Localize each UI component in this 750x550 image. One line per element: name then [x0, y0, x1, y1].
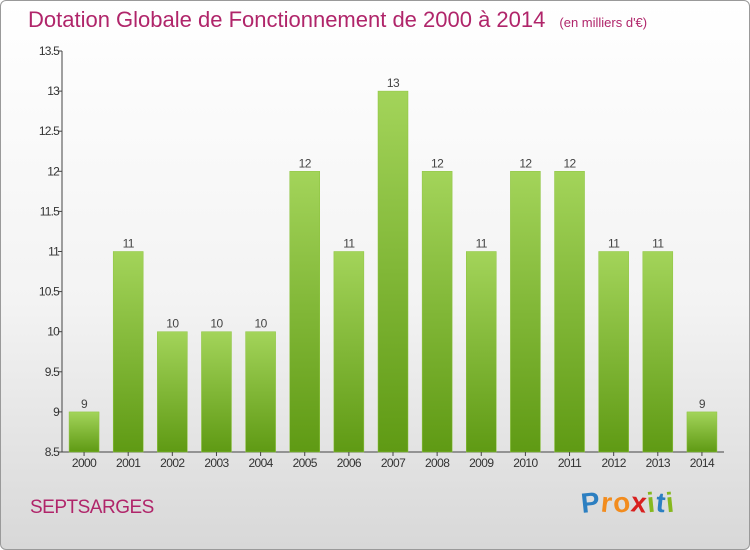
title-text: Dotation Globale de Fonctionnement de 20… [28, 7, 546, 32]
x-tick-label-2014: 2014 [690, 456, 715, 470]
data-label-2013: 11 [652, 237, 664, 251]
bar-2001 [112, 251, 144, 453]
y-tick-label: 9.5 [45, 365, 60, 379]
data-label-2008: 12 [431, 156, 444, 170]
bar-2000 [68, 411, 100, 453]
data-label-2006: 11 [343, 237, 355, 251]
x-tick-label-2011: 2011 [558, 456, 582, 470]
x-tick-label-2001: 2001 [116, 456, 141, 470]
x-tick-label-2004: 2004 [248, 456, 273, 470]
y-tick-label: 10.5 [39, 285, 60, 299]
proxiti-logo: Proxiti [579, 486, 677, 519]
chart-subtitle: (en milliers d'€) [559, 15, 648, 30]
x-tick-label-2005: 2005 [293, 456, 318, 470]
bar-2010 [510, 171, 541, 453]
data-label-2009: 11 [476, 237, 488, 251]
x-tick-label-2010: 2010 [513, 456, 538, 470]
x-tick-label-2008: 2008 [425, 456, 450, 470]
data-label-2010: 12 [519, 156, 532, 170]
y-tick-label: 11.5 [40, 204, 60, 218]
bar-2007 [377, 90, 409, 453]
x-tick-label-2000: 2000 [72, 456, 97, 470]
y-tick-label: 9 [53, 405, 60, 419]
logo-letter: i [664, 486, 677, 519]
commune-name: SEPTSARGES [30, 497, 154, 518]
data-label-2011: 12 [563, 156, 576, 170]
data-label-2004: 10 [255, 317, 268, 331]
data-label-2002: 10 [166, 317, 179, 331]
x-tick-label-2007: 2007 [381, 456, 406, 470]
bar-2008 [421, 171, 453, 453]
bar-2013 [642, 251, 674, 453]
bar-2004 [245, 331, 276, 453]
y-tick-label: 13 [47, 84, 60, 98]
bar-2005 [289, 171, 320, 453]
data-label-2000: 9 [81, 397, 88, 411]
x-tick-label-2013: 2013 [646, 456, 671, 470]
x-tick-label-2012: 2012 [602, 456, 627, 470]
y-tick-label: 12 [47, 164, 60, 178]
y-tick-label: 12.5 [39, 124, 60, 138]
data-label-2001: 11 [123, 237, 135, 251]
x-tick-label-2003: 2003 [204, 456, 229, 470]
x-tick-label-2002: 2002 [160, 456, 185, 470]
data-label-2003: 10 [210, 317, 223, 331]
y-tick-label: 11 [48, 245, 60, 259]
y-tick-label: 8.5 [45, 445, 60, 459]
data-label-2012: 11 [608, 237, 620, 251]
bar-2006 [333, 251, 365, 453]
data-label-2005: 12 [299, 156, 312, 170]
bar-2002 [157, 331, 188, 453]
y-tick-label: 10 [47, 325, 60, 339]
bar-2003 [201, 331, 232, 453]
chart-title: Dotation Globale de Fonctionnement de 20… [28, 7, 647, 33]
data-label-2014: 9 [699, 397, 706, 411]
bar-2012 [598, 251, 629, 453]
bar-2014 [686, 411, 718, 453]
x-tick-label-2006: 2006 [337, 456, 362, 470]
data-label-2007: 13 [387, 76, 400, 90]
bar-2011 [554, 171, 585, 453]
x-tick-label-2009: 2009 [469, 456, 494, 470]
bar-2009 [466, 251, 497, 453]
y-tick-label: 13.5 [39, 44, 60, 58]
